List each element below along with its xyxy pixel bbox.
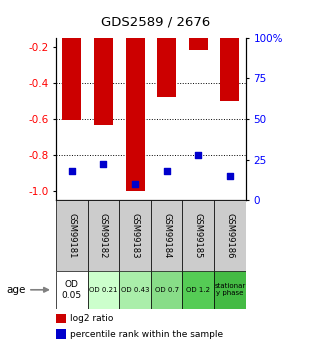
Bar bbox=[220, 11, 239, 101]
Point bbox=[164, 168, 169, 174]
Point bbox=[69, 168, 74, 174]
Bar bbox=[183, 200, 214, 271]
Bar bbox=[62, 11, 81, 120]
Text: age: age bbox=[6, 285, 26, 295]
Text: GSM99183: GSM99183 bbox=[131, 213, 140, 258]
Bar bbox=[214, 271, 246, 309]
Bar bbox=[151, 271, 183, 309]
Text: GSM99186: GSM99186 bbox=[225, 213, 234, 258]
Bar bbox=[126, 11, 145, 191]
Bar bbox=[56, 329, 67, 339]
Bar bbox=[88, 271, 119, 309]
Text: percentile rank within the sample: percentile rank within the sample bbox=[70, 330, 223, 339]
Bar bbox=[88, 200, 119, 271]
Bar bbox=[119, 271, 151, 309]
Text: stationar
y phase: stationar y phase bbox=[214, 283, 245, 296]
Bar bbox=[183, 271, 214, 309]
Text: OD 0.21: OD 0.21 bbox=[89, 287, 118, 293]
Bar bbox=[56, 271, 88, 309]
Text: GSM99185: GSM99185 bbox=[194, 213, 203, 258]
Point bbox=[227, 173, 232, 178]
Text: OD 0.7: OD 0.7 bbox=[155, 287, 179, 293]
Text: OD
0.05: OD 0.05 bbox=[62, 280, 82, 299]
Point bbox=[196, 152, 201, 157]
Text: GSM99184: GSM99184 bbox=[162, 213, 171, 258]
Bar bbox=[214, 200, 246, 271]
Point bbox=[132, 181, 137, 187]
Bar bbox=[94, 11, 113, 125]
Text: OD 0.43: OD 0.43 bbox=[121, 287, 149, 293]
Text: OD 1.2: OD 1.2 bbox=[186, 287, 210, 293]
Text: GDS2589 / 2676: GDS2589 / 2676 bbox=[101, 16, 210, 29]
Point bbox=[101, 162, 106, 167]
Bar bbox=[119, 200, 151, 271]
Text: log2 ratio: log2 ratio bbox=[70, 314, 114, 323]
Bar bbox=[157, 11, 176, 97]
Bar bbox=[151, 200, 183, 271]
Bar bbox=[56, 314, 67, 323]
Bar bbox=[56, 200, 88, 271]
Text: GSM99181: GSM99181 bbox=[67, 213, 76, 258]
Text: GSM99182: GSM99182 bbox=[99, 213, 108, 258]
Bar bbox=[189, 11, 208, 50]
